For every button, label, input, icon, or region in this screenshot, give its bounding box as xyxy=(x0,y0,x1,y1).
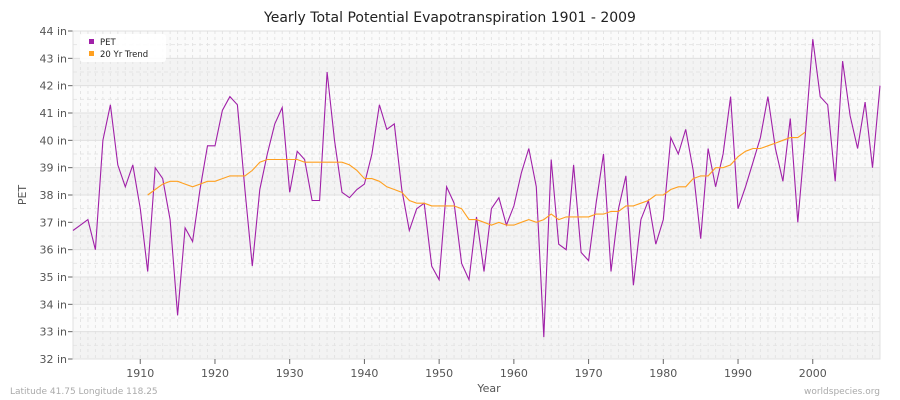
x-tick-label: 1920 xyxy=(201,367,229,380)
x-tick-label: 2000 xyxy=(799,367,827,380)
x-tick-label: 1960 xyxy=(500,367,528,380)
y-tick-label: 40 in xyxy=(39,134,67,147)
y-tick-label: 39 in xyxy=(39,162,67,175)
y-tick-label: 37 in xyxy=(39,216,67,229)
x-tick-label: 1990 xyxy=(724,367,752,380)
y-tick-label: 43 in xyxy=(39,52,67,65)
y-tick-label: 41 in xyxy=(39,107,67,120)
plot-border xyxy=(72,30,881,360)
x-tick-label: 1940 xyxy=(350,367,378,380)
x-tick-label: 1980 xyxy=(649,367,677,380)
legend-label-trend: 20 Yr Trend xyxy=(100,50,148,60)
y-tick-label: 33 in xyxy=(39,326,67,339)
y-axis-label: PET xyxy=(16,185,29,206)
x-tick-label: 1910 xyxy=(126,367,154,380)
footer-location: Latitude 41.75 Longitude 118.25 xyxy=(10,387,158,397)
y-tick-label: 34 in xyxy=(39,298,67,311)
y-tick-label: 38 in xyxy=(39,189,67,202)
legend: PET 20 Yr Trend xyxy=(80,34,166,62)
chart-title: Yearly Total Potential Evapotranspiratio… xyxy=(263,10,636,26)
x-axis-label: Year xyxy=(476,382,501,395)
footer-source: worldspecies.org xyxy=(804,387,880,397)
x-tick-label: 1930 xyxy=(276,367,304,380)
y-tick-label: 42 in xyxy=(39,80,67,93)
y-tick-label: 44 in xyxy=(39,25,67,38)
legend-swatch-pet xyxy=(89,39,94,44)
y-tick-label: 36 in xyxy=(39,244,67,257)
y-tick-label: 35 in xyxy=(39,271,67,284)
legend-label-pet: PET xyxy=(100,38,116,48)
x-tick-label: 1970 xyxy=(575,367,603,380)
legend-swatch-trend xyxy=(89,51,94,56)
y-tick-label: 32 in xyxy=(39,353,67,366)
x-tick-label: 1950 xyxy=(425,367,453,380)
